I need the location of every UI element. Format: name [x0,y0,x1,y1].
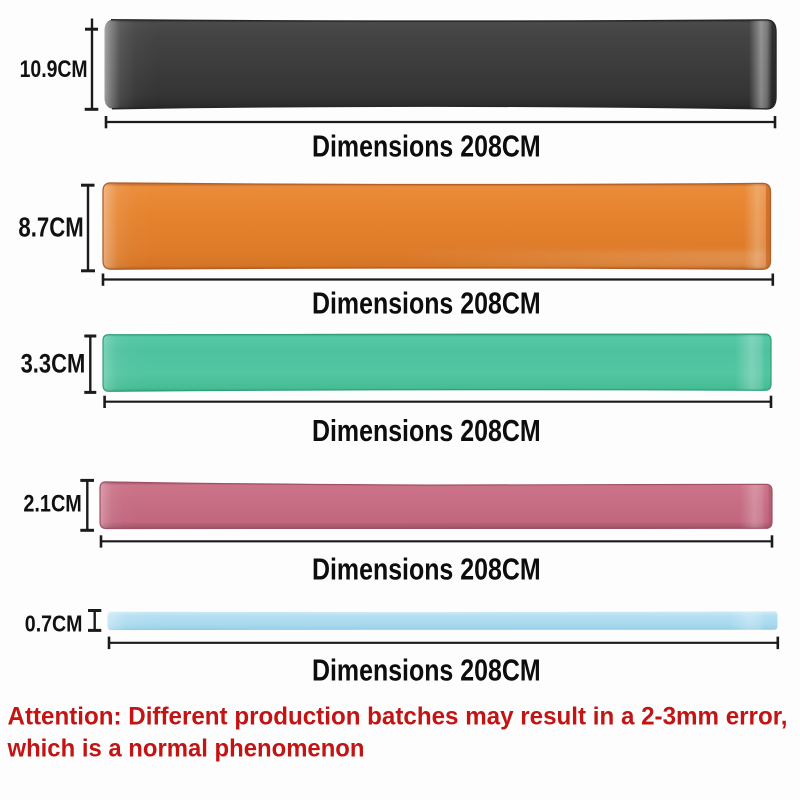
svg-text:10.9CM: 10.9CM [20,56,88,83]
svg-text:Dimensions 208CM: Dimensions 208CM [312,413,541,448]
svg-text:8.7CM: 8.7CM [18,211,83,242]
svg-text:2.1CM: 2.1CM [23,490,81,517]
svg-text:Attention: Different productio: Attention: Different production batches … [8,702,788,730]
svg-text:which is a normal phenomenon: which is a normal phenomenon [7,734,365,762]
svg-text:Dimensions 208CM: Dimensions 208CM [312,551,541,586]
svg-text:Dimensions 208CM: Dimensions 208CM [312,652,541,687]
svg-text:3.3CM: 3.3CM [21,349,86,379]
svg-text:0.7CM: 0.7CM [25,610,83,636]
svg-text:Dimensions 208CM: Dimensions 208CM [312,286,541,321]
svg-text:Dimensions 208CM: Dimensions 208CM [312,129,541,164]
